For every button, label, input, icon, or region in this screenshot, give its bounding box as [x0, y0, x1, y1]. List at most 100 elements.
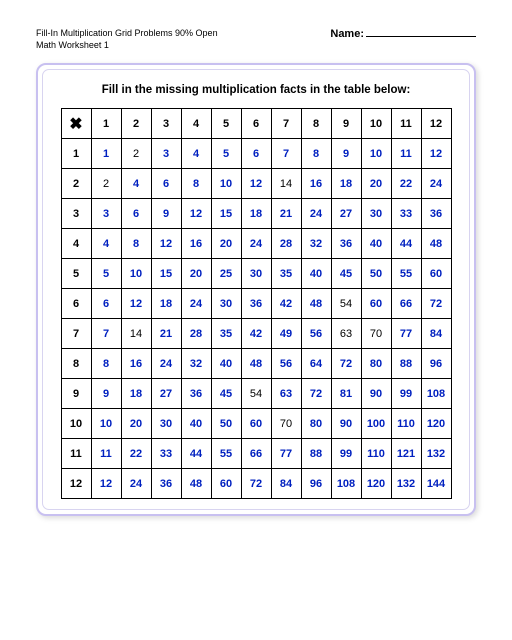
answer-cell[interactable]: 121 [391, 439, 421, 469]
answer-cell[interactable]: 7 [271, 139, 301, 169]
answer-cell[interactable]: 18 [331, 169, 361, 199]
answer-cell[interactable]: 77 [271, 439, 301, 469]
answer-cell[interactable]: 72 [331, 349, 361, 379]
answer-cell[interactable]: 10 [121, 259, 151, 289]
answer-cell[interactable]: 77 [391, 319, 421, 349]
answer-cell[interactable]: 6 [91, 289, 121, 319]
answer-cell[interactable]: 10 [211, 169, 241, 199]
answer-cell[interactable]: 33 [151, 439, 181, 469]
answer-cell[interactable]: 6 [151, 169, 181, 199]
answer-cell[interactable]: 12 [421, 139, 451, 169]
answer-cell[interactable]: 32 [181, 349, 211, 379]
answer-cell[interactable]: 36 [151, 469, 181, 499]
answer-cell[interactable]: 24 [121, 469, 151, 499]
answer-cell[interactable]: 3 [91, 199, 121, 229]
answer-cell[interactable]: 42 [241, 319, 271, 349]
answer-cell[interactable]: 25 [211, 259, 241, 289]
answer-cell[interactable]: 12 [151, 229, 181, 259]
answer-cell[interactable]: 99 [391, 379, 421, 409]
answer-cell[interactable]: 20 [211, 229, 241, 259]
answer-cell[interactable]: 88 [301, 439, 331, 469]
answer-cell[interactable]: 21 [271, 199, 301, 229]
answer-cell[interactable]: 6 [121, 199, 151, 229]
answer-cell[interactable]: 50 [361, 259, 391, 289]
answer-cell[interactable]: 24 [241, 229, 271, 259]
answer-cell[interactable]: 80 [301, 409, 331, 439]
answer-cell[interactable]: 7 [91, 319, 121, 349]
answer-cell[interactable]: 3 [151, 139, 181, 169]
answer-cell[interactable]: 18 [241, 199, 271, 229]
answer-cell[interactable]: 144 [421, 469, 451, 499]
answer-cell[interactable]: 45 [331, 259, 361, 289]
answer-cell[interactable]: 32 [301, 229, 331, 259]
answer-cell[interactable]: 84 [271, 469, 301, 499]
answer-cell[interactable]: 48 [181, 469, 211, 499]
answer-cell[interactable]: 18 [151, 289, 181, 319]
answer-cell[interactable]: 35 [271, 259, 301, 289]
answer-cell[interactable]: 96 [301, 469, 331, 499]
answer-cell[interactable]: 27 [331, 199, 361, 229]
answer-cell[interactable]: 66 [391, 289, 421, 319]
answer-cell[interactable]: 5 [211, 139, 241, 169]
answer-cell[interactable]: 44 [391, 229, 421, 259]
answer-cell[interactable]: 120 [361, 469, 391, 499]
answer-cell[interactable]: 81 [331, 379, 361, 409]
answer-cell[interactable]: 12 [181, 199, 211, 229]
answer-cell[interactable]: 20 [181, 259, 211, 289]
answer-cell[interactable]: 28 [181, 319, 211, 349]
answer-cell[interactable]: 40 [211, 349, 241, 379]
answer-cell[interactable]: 16 [301, 169, 331, 199]
answer-cell[interactable]: 10 [91, 409, 121, 439]
answer-cell[interactable]: 48 [421, 229, 451, 259]
answer-cell[interactable]: 96 [421, 349, 451, 379]
answer-cell[interactable]: 120 [421, 409, 451, 439]
answer-cell[interactable]: 56 [301, 319, 331, 349]
answer-cell[interactable]: 72 [421, 289, 451, 319]
answer-cell[interactable]: 88 [391, 349, 421, 379]
answer-cell[interactable]: 36 [181, 379, 211, 409]
answer-cell[interactable]: 30 [151, 409, 181, 439]
answer-cell[interactable]: 22 [391, 169, 421, 199]
answer-cell[interactable]: 5 [91, 259, 121, 289]
answer-cell[interactable]: 64 [301, 349, 331, 379]
answer-cell[interactable]: 8 [181, 169, 211, 199]
answer-cell[interactable]: 16 [181, 229, 211, 259]
answer-cell[interactable]: 9 [91, 379, 121, 409]
answer-cell[interactable]: 63 [271, 379, 301, 409]
answer-cell[interactable]: 12 [241, 169, 271, 199]
answer-cell[interactable]: 16 [121, 349, 151, 379]
answer-cell[interactable]: 40 [361, 229, 391, 259]
answer-cell[interactable]: 15 [211, 199, 241, 229]
answer-cell[interactable]: 8 [121, 229, 151, 259]
answer-cell[interactable]: 110 [391, 409, 421, 439]
answer-cell[interactable]: 36 [241, 289, 271, 319]
answer-cell[interactable]: 12 [91, 469, 121, 499]
answer-cell[interactable]: 44 [181, 439, 211, 469]
answer-cell[interactable]: 24 [181, 289, 211, 319]
answer-cell[interactable]: 6 [241, 139, 271, 169]
answer-cell[interactable]: 35 [211, 319, 241, 349]
answer-cell[interactable]: 132 [391, 469, 421, 499]
answer-cell[interactable]: 11 [91, 439, 121, 469]
answer-cell[interactable]: 4 [121, 169, 151, 199]
answer-cell[interactable]: 90 [331, 409, 361, 439]
answer-cell[interactable]: 10 [361, 139, 391, 169]
answer-cell[interactable]: 45 [211, 379, 241, 409]
answer-cell[interactable]: 20 [121, 409, 151, 439]
answer-cell[interactable]: 99 [331, 439, 361, 469]
answer-cell[interactable]: 1 [91, 139, 121, 169]
answer-cell[interactable]: 8 [91, 349, 121, 379]
answer-cell[interactable]: 42 [271, 289, 301, 319]
answer-cell[interactable]: 72 [301, 379, 331, 409]
answer-cell[interactable]: 24 [151, 349, 181, 379]
answer-cell[interactable]: 90 [361, 379, 391, 409]
answer-cell[interactable]: 12 [121, 289, 151, 319]
answer-cell[interactable]: 24 [421, 169, 451, 199]
answer-cell[interactable]: 11 [391, 139, 421, 169]
answer-cell[interactable]: 72 [241, 469, 271, 499]
answer-cell[interactable]: 21 [151, 319, 181, 349]
answer-cell[interactable]: 40 [181, 409, 211, 439]
name-blank-line[interactable] [366, 36, 476, 37]
answer-cell[interactable]: 24 [301, 199, 331, 229]
answer-cell[interactable]: 55 [391, 259, 421, 289]
